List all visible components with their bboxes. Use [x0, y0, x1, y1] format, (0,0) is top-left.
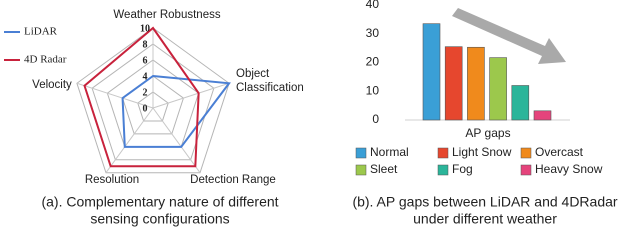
bar: [533, 110, 552, 121]
series-polygon: [121, 74, 231, 148]
caption: (a). Complementary nature of different: [41, 194, 278, 210]
legend-label: LiDAR: [24, 26, 58, 38]
y-tick-label: 0: [372, 112, 379, 126]
category-label: Resolution: [85, 174, 139, 186]
legend-swatch: [355, 147, 367, 159]
bar: [422, 23, 441, 121]
trend-arrow: [452, 8, 566, 64]
category-label: Object Classification: [236, 68, 304, 94]
bar: [444, 46, 463, 121]
caption: (b). AP gaps between LiDAR and 4DRadar: [352, 194, 617, 210]
category-label: Detection Range: [190, 174, 276, 186]
caption: under different weather: [413, 211, 557, 227]
bar: [467, 46, 485, 121]
legend-swatch: [437, 164, 449, 176]
y-tick-label: 20: [366, 55, 380, 69]
legend-label: 4D Radar: [24, 54, 67, 66]
legend-label: Fog: [452, 162, 473, 176]
legend-swatch: [520, 147, 532, 159]
r-tick-label: 4: [143, 71, 148, 82]
grid-ring: [137, 91, 169, 122]
y-tick-label: 30: [366, 26, 380, 40]
x-axis-title: AP gaps: [465, 126, 510, 140]
category-label: Weather Robustness: [113, 9, 220, 21]
spoke: [152, 82, 230, 109]
bar: [511, 85, 530, 121]
legend-swatch: [520, 164, 532, 176]
category-label: Velocity: [32, 79, 72, 91]
legend-swatch: [355, 164, 367, 176]
legend-label: Light Snow: [452, 145, 512, 159]
legend-swatch: [437, 147, 449, 159]
y-tick-label: 40: [366, 0, 380, 11]
r-tick-label: 6: [143, 55, 148, 66]
r-tick-label: 0: [143, 103, 148, 114]
spoke: [76, 82, 154, 109]
legend-label: Overcast: [535, 145, 584, 159]
legend-label: Sleet: [370, 162, 398, 176]
r-tick-label: 8: [143, 39, 148, 50]
r-tick-label: 10: [140, 23, 150, 34]
y-tick-label: 10: [366, 83, 380, 97]
bar: [489, 57, 507, 121]
series-polygon: [83, 26, 200, 168]
figure: LiDAR 4D Radar 0 2 4 6 8 10 Weather Robustness Ob…: [4, 0, 618, 227]
spoke: [105, 107, 154, 174]
caption: sensing configurations: [90, 211, 229, 227]
legend-label: Normal: [370, 145, 409, 159]
grid-ring: [76, 27, 230, 174]
legend-label: Heavy Snow: [535, 162, 603, 176]
spoke: [152, 107, 201, 174]
r-tick-label: 2: [143, 87, 148, 98]
